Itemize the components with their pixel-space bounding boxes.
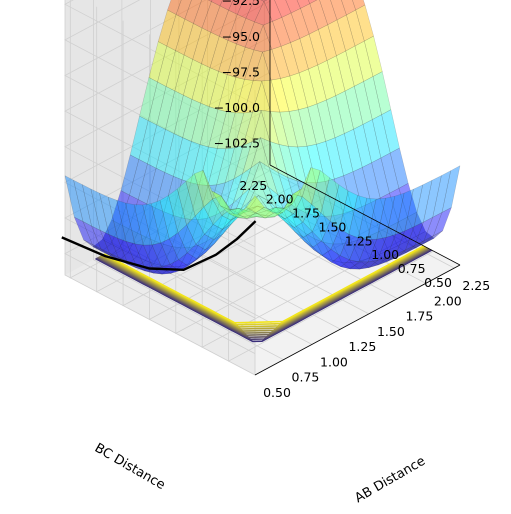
gridline-x <box>149 0 341 330</box>
contour-line <box>103 245 425 324</box>
z-tick-label: −102.5 <box>214 136 260 151</box>
gridline-x <box>178 0 370 315</box>
gridline-z <box>64 0 256 176</box>
contour-line <box>98 247 430 337</box>
gridline-y <box>96 6 302 293</box>
y-tick-label: 1.00 <box>371 247 399 262</box>
x-tick-label: 0.50 <box>263 385 291 400</box>
gridline-y <box>148 34 355 321</box>
z-tick-label: −95.0 <box>222 29 260 44</box>
y-tick-label: 0.50 <box>424 275 452 290</box>
gridline-z <box>64 0 271 212</box>
gridline-y <box>228 76 434 362</box>
gridline-x <box>64 0 256 376</box>
tick-labels: 0.500.751.001.251.501.752.002.250.500.75… <box>214 0 490 400</box>
x-tick-label: 1.75 <box>405 309 433 324</box>
contour-line <box>99 247 428 332</box>
x-tick-label: 2.00 <box>434 293 462 308</box>
y-axis-line <box>269 164 461 266</box>
y-tick-label: 0.75 <box>398 261 426 276</box>
y-tick-label: 2.00 <box>266 192 294 207</box>
axes-grid <box>64 0 461 376</box>
x-tick-label: 0.75 <box>292 370 320 385</box>
y-tick-label: 2.25 <box>239 178 267 193</box>
surface-patch <box>246 195 265 213</box>
y-tick-label: 1.50 <box>319 219 347 234</box>
x-tick-label: 1.25 <box>348 339 376 354</box>
y-tick-label: 1.25 <box>345 233 373 248</box>
x-axis-line <box>254 264 461 376</box>
energy-surface <box>64 0 461 275</box>
z-tick-label: −92.5 <box>222 0 260 8</box>
contour-line <box>96 248 432 341</box>
axis-lines <box>254 0 461 376</box>
z-tick-label: −97.5 <box>222 64 260 79</box>
gridline-y <box>175 48 381 334</box>
z-tick-label: −100.0 <box>214 100 260 115</box>
gridline-x <box>121 0 313 345</box>
x-tick-label: 2.25 <box>462 278 490 293</box>
back-pane-right <box>65 0 270 275</box>
gridline-z <box>64 0 256 141</box>
gridline-x <box>235 0 426 284</box>
gridline-x <box>206 0 398 299</box>
surface-patch <box>260 0 268 2</box>
x-axis-label: AB Distance <box>352 454 428 506</box>
contour-line <box>95 249 433 343</box>
gridline-z <box>64 107 271 319</box>
gridline-x <box>93 0 284 361</box>
gridline-z <box>64 72 271 283</box>
gridline-x <box>263 0 455 269</box>
contour-line <box>100 246 427 330</box>
trajectory-path <box>61 220 257 272</box>
y-tick-label: 1.75 <box>292 206 320 221</box>
y-axis-label: BC Distance <box>92 441 168 493</box>
gridline-z <box>64 143 271 354</box>
contour-lines <box>95 245 433 343</box>
x-tick-label: 1.50 <box>377 324 405 339</box>
trajectory-line <box>61 220 257 272</box>
gridline-y <box>201 62 408 348</box>
contour-line <box>102 245 425 326</box>
x-tick-label: 1.00 <box>320 354 348 369</box>
gridline-y <box>69 0 276 279</box>
gridline-z <box>64 0 256 105</box>
